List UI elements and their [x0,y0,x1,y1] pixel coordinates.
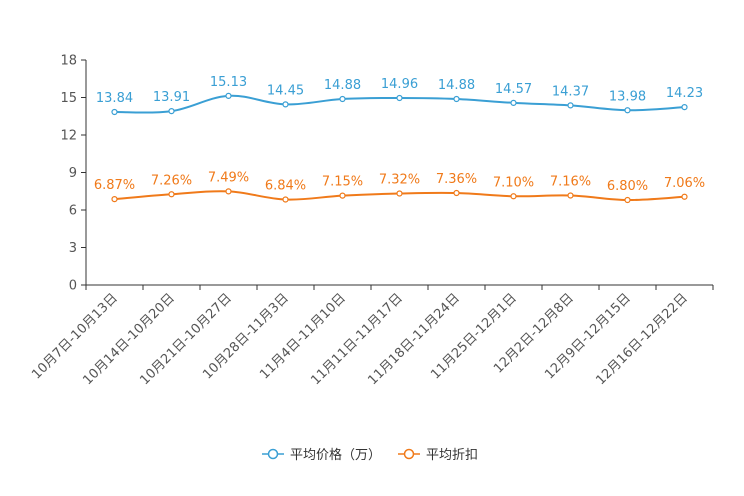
data-point[interactable] [681,104,688,111]
data-label: 14.37 [552,84,589,99]
data-label: 7.15% [322,175,363,190]
data-point[interactable] [396,94,403,102]
data-label: 15.13 [210,75,247,90]
legend-item-1[interactable]: 平均价格（万） [262,447,381,463]
data-point[interactable] [624,196,631,204]
data-point[interactable] [339,95,346,103]
data-label: 14.96 [381,77,418,92]
data-label: 13.98 [609,89,646,104]
data-point[interactable] [567,102,574,109]
y-tick-label: 0 [69,279,77,294]
series-2: 6.87% 7.26% 7.49% 6.84% 7.15% 7.32% 7.36% 7.10%… [94,170,705,204]
data-label: 14.57 [495,82,532,97]
data-label: 13.84 [96,91,133,106]
y-tick-label: 12 [60,129,77,144]
data-point[interactable] [567,192,574,199]
data-point[interactable] [111,108,118,116]
data-label: 7.06% [664,176,705,191]
data-label: 14.88 [324,78,361,93]
data-point[interactable] [453,189,460,197]
data-point[interactable] [168,108,175,115]
data-label: 7.36% [436,172,477,187]
data-label: 14.45 [267,83,304,98]
legend-label: 平均折扣 [426,448,478,463]
series-layer: 13.84 13.91 15.13 14.45 14.88 14.96 14.88 14.57… [94,75,705,204]
y-tick-label: 15 [60,91,77,106]
data-point[interactable] [111,196,118,203]
data-label: 7.10% [493,175,534,190]
data-point[interactable] [510,99,517,106]
data-label: 7.16% [550,175,591,190]
legend-item-2[interactable]: 平均折扣 [398,448,478,463]
data-point[interactable] [168,191,175,198]
legend-label: 平均价格（万） [290,447,381,463]
data-label: 14.88 [438,78,475,93]
y-tick-label: 3 [69,241,77,256]
data-point[interactable] [225,188,232,195]
data-point[interactable] [339,192,346,199]
data-label: 6.80% [607,179,648,194]
data-point[interactable] [681,193,688,200]
data-label: 6.87% [94,178,135,193]
data-label: 14.23 [666,86,703,101]
data-label: 13.91 [153,90,190,105]
legend[interactable]: 平均价格（万） 平均折扣 [262,447,478,463]
y-tick-label: 18 [60,54,77,69]
data-label: 7.49% [208,170,249,185]
data-point[interactable] [453,95,460,103]
data-point[interactable] [396,190,403,197]
y-tick-label: 6 [69,204,77,219]
data-label: 7.26% [151,173,192,188]
series-1: 13.84 13.91 15.13 14.45 14.88 14.96 14.88 14.57… [96,75,703,116]
data-point[interactable] [282,101,289,108]
data-point[interactable] [624,107,631,114]
data-point[interactable] [225,92,232,99]
data-point[interactable] [510,193,517,200]
legend-marker [267,448,279,460]
data-label: 7.32% [379,173,420,188]
legend-marker [403,448,415,460]
y-tick-label: 9 [69,166,77,181]
data-label: 6.84% [265,179,306,194]
data-point[interactable] [282,196,289,203]
